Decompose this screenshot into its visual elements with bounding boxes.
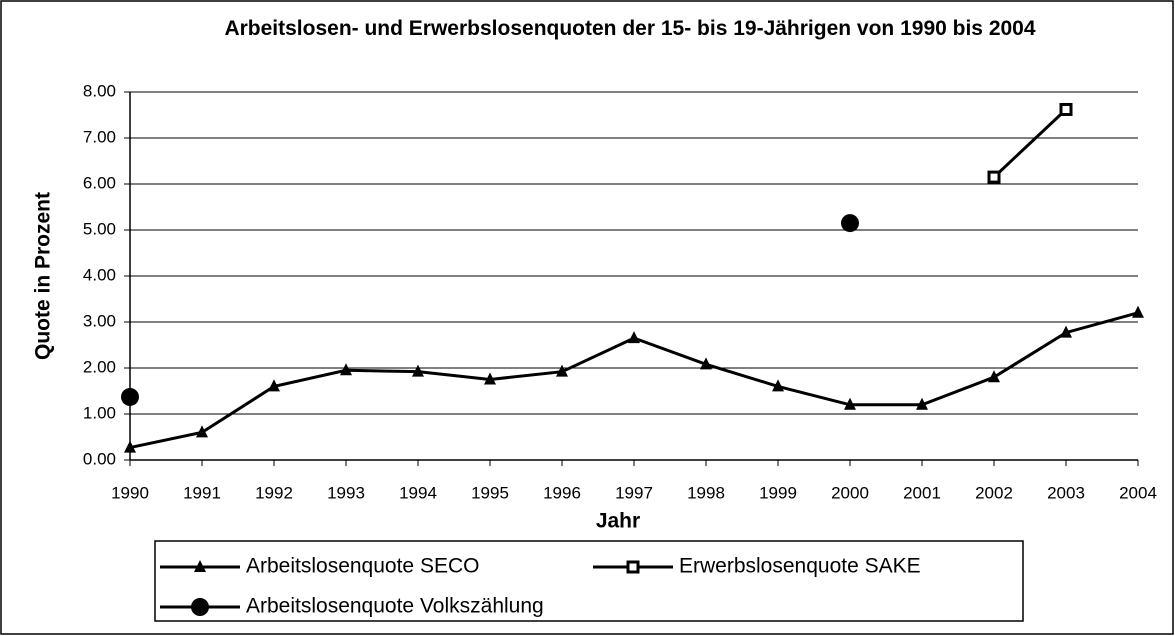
x-tick-label: 2000 <box>831 483 869 502</box>
marker <box>628 331 640 344</box>
y-tick-label: 5.00 <box>83 219 116 238</box>
x-tick-label: 1998 <box>687 483 725 502</box>
y-tick-label: 1.00 <box>83 403 116 422</box>
marker <box>268 379 280 392</box>
y-tick-label: 0.00 <box>83 449 116 468</box>
y-tick-label: 3.00 <box>83 311 116 330</box>
y-tick-label: 8.00 <box>83 81 116 100</box>
marker <box>556 364 568 377</box>
x-tick-label: 1996 <box>543 483 581 502</box>
x-tick-label: 1991 <box>183 483 221 502</box>
marker <box>844 397 856 410</box>
marker <box>121 387 139 406</box>
y-tick-label: 4.00 <box>83 265 116 284</box>
marker <box>772 379 784 392</box>
x-tick-label: 2002 <box>975 483 1013 502</box>
marker <box>841 214 859 233</box>
legend-label: Arbeitslosenquote Volkszählung <box>246 595 544 618</box>
x-tick-label: 1995 <box>471 483 509 502</box>
series-line <box>992 108 1068 179</box>
y-tick-label: 6.00 <box>83 173 116 192</box>
legend-box <box>154 540 1024 622</box>
marker <box>700 357 712 370</box>
marker <box>988 370 1000 383</box>
marker <box>916 397 928 410</box>
marker <box>194 560 206 572</box>
marker <box>124 440 136 453</box>
x-tick-label: 1997 <box>615 483 653 502</box>
marker <box>412 364 424 377</box>
y-axis-title: Quote in Prozent <box>32 192 55 360</box>
legend-label: Arbeitslosenquote SECO <box>246 555 479 578</box>
x-tick-label: 1999 <box>759 483 797 502</box>
x-tick-label: 1994 <box>399 483 437 502</box>
y-tick-label: 7.00 <box>83 127 116 146</box>
marker <box>1059 102 1073 116</box>
marker <box>987 170 1001 184</box>
x-tick-label: 2001 <box>903 483 941 502</box>
y-tick-label: 2.00 <box>83 357 116 376</box>
marker <box>1132 305 1144 318</box>
marker <box>626 560 640 574</box>
legend-label: Erwerbslosenquote SAKE <box>679 555 921 578</box>
x-tick-label: 2003 <box>1047 483 1085 502</box>
marker <box>340 363 352 376</box>
x-tick-label: 2004 <box>1119 483 1157 502</box>
x-tick-label: 1993 <box>327 483 365 502</box>
marker <box>484 372 496 385</box>
x-tick-label: 1992 <box>255 483 293 502</box>
chart-title: Arbeitslosen- und Erwerbslosenquoten der… <box>224 17 1036 40</box>
marker <box>196 425 208 438</box>
x-tick-label: 1990 <box>111 483 149 502</box>
x-axis-title: Jahr <box>596 510 640 533</box>
marker <box>1060 325 1072 338</box>
marker <box>191 598 209 616</box>
